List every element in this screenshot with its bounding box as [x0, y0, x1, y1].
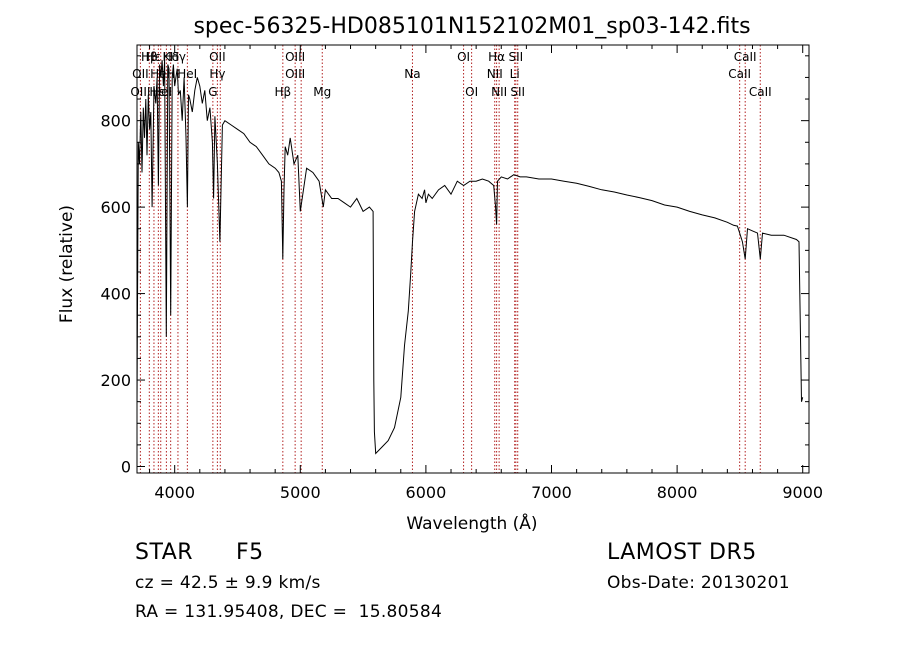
line-label-24: Hβ	[274, 85, 291, 99]
line-label-28: NII	[491, 85, 507, 99]
line-label-19: CaII	[728, 67, 751, 81]
y-axis-label: Flux (relative)	[57, 205, 77, 323]
observation-date: Obs-Date: 20130201	[607, 573, 790, 593]
line-label-11: OII	[132, 67, 149, 81]
line-label-8: Hα	[488, 50, 505, 64]
line-label-17: NII	[487, 67, 503, 81]
line-label-23: G	[208, 85, 217, 99]
line-label-10: CaII	[734, 50, 757, 64]
y-tick-label: 400	[100, 285, 131, 304]
redshift-velocity: cz = 42.5 ± 9.9 km/s	[135, 573, 321, 593]
line-label-27: OI	[465, 85, 478, 99]
line-label-29: SII	[510, 85, 525, 99]
line-label-2: K	[162, 50, 171, 64]
x-axis-ticks: 4000 5000 6000 7000 8000 9000	[149, 45, 823, 502]
line-label-6: OIII	[285, 50, 305, 64]
sky-coordinates: RA = 131.95408, DEC = 15.80584	[135, 602, 443, 622]
x-tick-label: 6000	[406, 483, 447, 502]
line-label-16: OIII	[285, 67, 305, 81]
line-label-20: OIII	[130, 85, 150, 99]
x-tick-label: 9000	[782, 483, 823, 502]
line-label-5: OII	[209, 50, 226, 64]
line-label-7: OI	[457, 50, 470, 64]
line-label-15: Hγ	[209, 67, 225, 81]
chart-title: spec-56325-HD085101N152102M01_sp03-142.f…	[193, 14, 750, 39]
line-label-0: Hβ	[141, 50, 158, 64]
spectral-line-markers	[139, 45, 761, 473]
y-tick-label: 200	[100, 371, 131, 390]
line-label-18: Li	[510, 67, 520, 81]
line-label-26: Na	[404, 67, 420, 81]
line-label-9: SII	[508, 50, 523, 64]
y-tick-label: 600	[100, 198, 131, 217]
line-label-13: H	[166, 67, 175, 81]
y-tick-label: 0	[121, 458, 131, 477]
y-tick-label: 800	[100, 112, 131, 131]
x-tick-label: 4000	[154, 483, 195, 502]
x-tick-label: 8000	[657, 483, 698, 502]
spectrum-line	[136, 60, 804, 455]
line-label-30: CaII	[749, 85, 772, 99]
line-label-1: Hε	[146, 50, 162, 64]
plot-frame	[136, 44, 810, 474]
line-label-3: Hδ	[163, 50, 179, 64]
x-axis-label: Wavelength (Å)	[406, 512, 537, 534]
survey-name: LAMOST DR5	[607, 540, 757, 565]
x-tick-label: 7000	[531, 483, 572, 502]
y-axis-ticks: 0 200 400 600 800	[100, 55, 809, 477]
x-tick-label: 5000	[280, 483, 321, 502]
object-subclass: F5	[236, 540, 264, 565]
object-class: STAR	[135, 540, 194, 565]
line-label-14: HeI	[177, 67, 197, 81]
line-label-25: Mg	[313, 85, 331, 99]
line-label-4: Hγ	[170, 50, 186, 64]
